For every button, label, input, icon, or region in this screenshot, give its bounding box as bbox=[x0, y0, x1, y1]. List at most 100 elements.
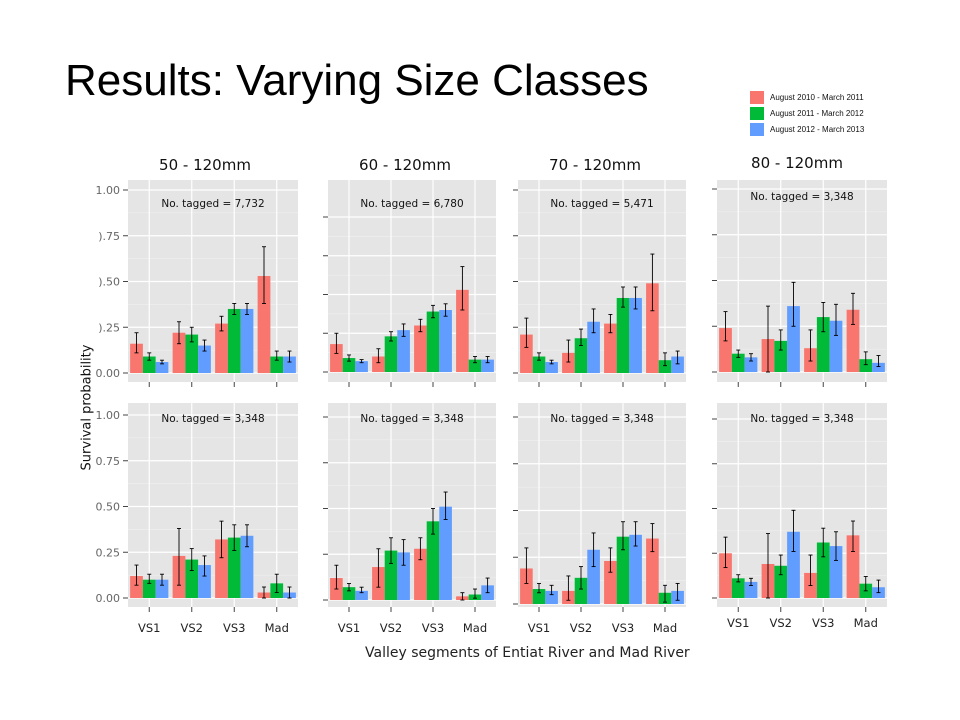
bar-vs3-series-2 bbox=[240, 308, 254, 373]
panel-1-3: No. tagged = 3,348 bbox=[717, 403, 887, 607]
bar-vs3-series-1 bbox=[616, 536, 630, 604]
bar-mad-series-0 bbox=[646, 283, 659, 373]
legend-item-2011: August 2011 - March 2012 bbox=[750, 105, 864, 121]
bar-vs3-series-0 bbox=[215, 323, 228, 373]
panel-0-2: No. tagged = 5,471 bbox=[518, 180, 686, 382]
y-tick-label: ).25 bbox=[98, 321, 120, 334]
panel-1-0: No. tagged = 3,348 bbox=[128, 403, 298, 607]
legend-label-2012: August 2012 - March 2013 bbox=[770, 124, 865, 134]
x-tick-label-vs3: VS3 bbox=[612, 621, 634, 635]
x-tick-label-mad: Mad bbox=[854, 616, 878, 630]
bar-vs1-series-0 bbox=[520, 568, 533, 604]
panel-0-0: No. tagged = 7,732 bbox=[128, 180, 298, 382]
legend-swatch-2012 bbox=[750, 122, 764, 136]
bar-vs3-series-0 bbox=[215, 539, 228, 598]
bar-vs3-series-2 bbox=[439, 506, 452, 600]
bar-vs2-series-1 bbox=[185, 334, 199, 373]
panel-annotation: No. tagged = 3,348 bbox=[550, 413, 653, 425]
bar-vs3-series-1 bbox=[816, 317, 830, 372]
bar-vs1-series-1 bbox=[731, 353, 745, 372]
bar-vs1-series-1 bbox=[142, 356, 156, 373]
y-tick-label: 0.25 bbox=[96, 546, 121, 559]
panel-0-3: No. tagged = 3,348 bbox=[717, 180, 887, 382]
bar-vs1-series-1 bbox=[142, 579, 156, 598]
column-title-2: 70 - 120mm bbox=[549, 156, 641, 174]
bar-vs3-series-1 bbox=[227, 537, 241, 598]
y-tick-label: 0.75 bbox=[96, 455, 121, 468]
bar-vs2-series-0 bbox=[372, 356, 385, 372]
bar-vs1-series-2 bbox=[355, 590, 368, 600]
panel-1-1: No. tagged = 3,348 bbox=[328, 403, 496, 607]
bar-vs2-series-1 bbox=[774, 565, 788, 598]
x-axis-title: Valley segments of Entiat River and Mad … bbox=[365, 645, 690, 661]
x-tick-label-mad: Mad bbox=[463, 621, 487, 635]
bar-vs3-series-0 bbox=[604, 560, 617, 604]
bar-vs2-series-1 bbox=[185, 559, 199, 598]
x-tick-label-vs2: VS2 bbox=[181, 621, 203, 635]
bar-vs3-series-1 bbox=[426, 521, 440, 600]
bar-vs3-series-2 bbox=[629, 534, 642, 604]
bar-vs1-series-0 bbox=[130, 576, 143, 598]
panel-annotation: No. tagged = 3,348 bbox=[750, 191, 853, 203]
x-tick-label-vs1: VS1 bbox=[528, 621, 550, 635]
legend-item-2010: August 2010 - March 2011 bbox=[750, 89, 864, 105]
bar-vs1-series-2 bbox=[545, 362, 558, 373]
x-tick-label-vs1: VS1 bbox=[138, 621, 160, 635]
y-tick-label: ).50 bbox=[98, 276, 120, 289]
x-tick-label-vs1: VS1 bbox=[727, 616, 749, 630]
bar-mad-series-2 bbox=[283, 356, 296, 373]
bar-vs2-series-1 bbox=[384, 550, 398, 600]
bar-mad-series-0 bbox=[257, 276, 271, 373]
bar-vs1-series-2 bbox=[744, 357, 758, 372]
bar-vs3-series-2 bbox=[439, 310, 452, 372]
bar-vs2-series-0 bbox=[562, 352, 575, 373]
panel-annotation: No. tagged = 3,348 bbox=[360, 413, 463, 425]
bar-mad-series-0 bbox=[646, 538, 659, 604]
y-axis-title: Survival probability bbox=[79, 344, 95, 471]
y-tick-label: 0.50 bbox=[96, 501, 121, 514]
panel-background bbox=[717, 403, 887, 607]
y-tick-label: 0.00 bbox=[96, 592, 121, 605]
bar-vs1-series-2 bbox=[155, 362, 169, 373]
column-title-3: 80 - 120mm bbox=[751, 154, 843, 172]
bar-mad-series-1 bbox=[468, 359, 482, 372]
panel-background bbox=[328, 403, 496, 607]
column-title-1: 60 - 120mm bbox=[359, 156, 451, 174]
bar-vs3-series-0 bbox=[604, 323, 617, 373]
panel-annotation: No. tagged = 3,348 bbox=[750, 413, 853, 425]
bar-vs1-series-0 bbox=[520, 334, 533, 373]
bar-mad-series-0 bbox=[456, 289, 469, 372]
bar-vs1-series-0 bbox=[719, 553, 732, 598]
column-title-0: 50 - 120mm bbox=[159, 156, 251, 174]
bar-vs2-series-2 bbox=[587, 549, 600, 604]
legend-item-2012: August 2012 - March 2013 bbox=[750, 121, 864, 137]
bar-vs3-series-1 bbox=[616, 297, 630, 373]
y-tick-label: 1.00 bbox=[96, 184, 121, 197]
bar-vs3-series-0 bbox=[414, 325, 427, 372]
bar-vs3-series-1 bbox=[426, 311, 440, 372]
bar-vs1-series-1 bbox=[532, 356, 546, 373]
panel-annotation: No. tagged = 6,780 bbox=[360, 198, 463, 210]
x-tick-label-vs2: VS2 bbox=[380, 621, 402, 635]
bar-vs3-series-2 bbox=[829, 320, 843, 372]
y-tick-label: ).75 bbox=[98, 230, 120, 243]
bar-vs2-series-2 bbox=[397, 330, 410, 372]
bar-vs1-series-1 bbox=[532, 589, 546, 604]
bar-vs1-series-0 bbox=[130, 343, 143, 373]
x-tick-label-vs1: VS1 bbox=[338, 621, 360, 635]
bar-vs1-series-0 bbox=[719, 328, 732, 372]
bar-mad-series-1 bbox=[270, 356, 284, 373]
bar-vs3-series-1 bbox=[816, 542, 830, 598]
bar-vs2-series-1 bbox=[574, 338, 588, 373]
y-tick-label: 1.00 bbox=[96, 409, 121, 422]
panel-background bbox=[518, 403, 686, 607]
bar-vs2-series-1 bbox=[574, 577, 588, 604]
bar-vs3-series-2 bbox=[829, 546, 843, 598]
bar-vs2-series-1 bbox=[384, 336, 398, 372]
bar-vs1-series-2 bbox=[545, 590, 558, 604]
y-tick-label: 0.00 bbox=[96, 367, 121, 380]
bar-mad-series-1 bbox=[859, 359, 873, 372]
bar-mad-series-1 bbox=[658, 360, 672, 373]
bar-vs1-series-0 bbox=[330, 344, 343, 372]
slide-title: Results: Varying Size Classes bbox=[65, 56, 649, 105]
